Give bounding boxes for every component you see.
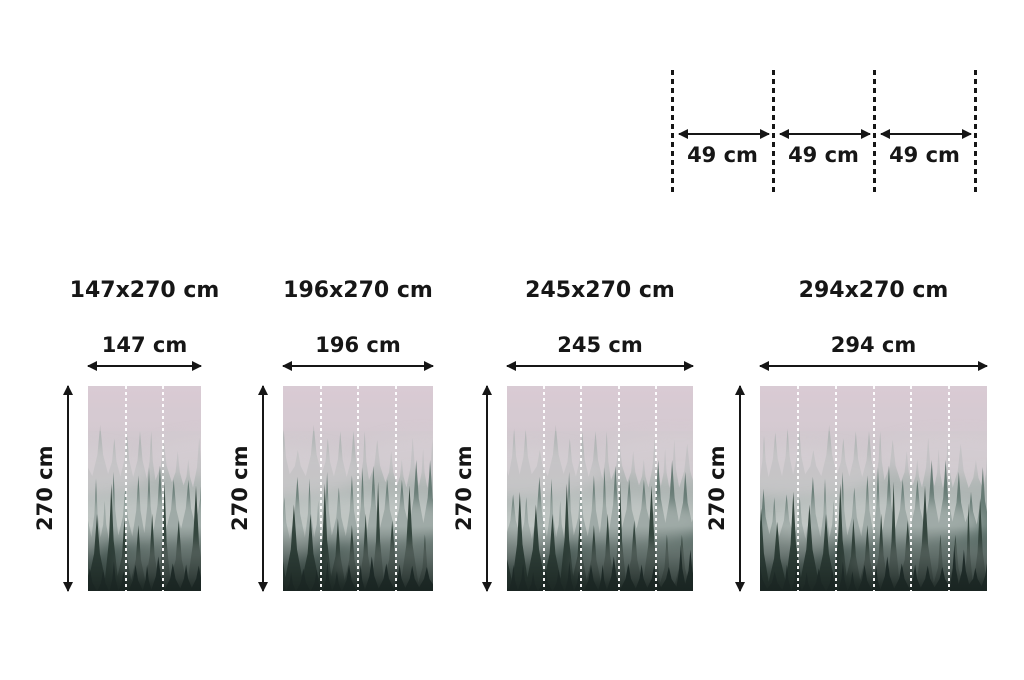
height-dimension-label: 270 cm [452,445,476,532]
size-option-245x270: 245x270 cm 245 cm 270 cm [452,276,694,592]
panel-split-line [394,386,397,591]
panel-split-line [948,386,951,591]
width-dimension-arrow [506,361,694,371]
wallpaper-preview-image [88,386,201,591]
wallpaper-preview-image [760,386,987,591]
panel-cut-line [671,70,674,196]
height-dimension-label: 270 cm [705,445,729,532]
foggy-forest-image [507,386,693,591]
size-title: 245x270 cm [525,278,675,303]
panel-split-line [872,386,875,591]
panel-width-diagram: 49 cm 49 cm 49 cm [660,70,990,200]
panel-split-line [796,386,799,591]
height-dimension-arrow [482,385,492,592]
panel-split-line [834,386,837,591]
size-title: 147x270 cm [69,278,220,303]
height-dimension-arrow [735,385,745,592]
panel-split-lines [507,386,693,591]
width-dimension-label: 245 cm [557,333,643,357]
panel-cut-line [772,70,775,196]
panel-cut-line [974,70,977,196]
size-option-196x270: 196x270 cm 196 cm 270 cm [228,276,434,592]
panel-split-line [543,386,546,591]
wallpaper-preview-image [283,386,433,591]
panel-width-label: 49 cm [889,143,960,167]
size-option-294x270: 294x270 cm 294 cm 270 cm [705,276,988,592]
width-dimension-label: 147 cm [101,333,188,357]
height-dimension-arrow [63,385,73,592]
height-dimension-arrow [258,385,268,592]
panel-split-line [124,386,127,591]
panel-width-arrow [678,129,770,139]
panel-width-arrow [880,129,972,139]
width-dimension-arrow [759,361,988,371]
panel-split-line [357,386,359,591]
panel-width-arrow [779,129,871,139]
width-dimension-label: 196 cm [315,333,401,357]
panel-split-line [580,386,583,591]
panel-split-line [162,386,165,591]
panel-split-line [617,386,620,591]
panel-split-lines [760,386,987,591]
size-title: 196x270 cm [283,278,433,303]
panel-split-line [654,386,657,591]
panel-split-line [910,386,913,591]
panel-split-lines [88,386,201,591]
height-dimension-label: 270 cm [228,445,252,532]
width-dimension-arrow [87,361,202,371]
foggy-forest-image [88,386,201,591]
wallpaper-preview-image [507,386,693,591]
panel-split-lines [283,386,433,591]
panel-split-line [319,386,322,591]
width-dimension-label: 294 cm [830,333,917,357]
width-dimension-arrow [282,361,434,371]
height-dimension-label: 270 cm [33,445,57,532]
panel-width-label: 49 cm [788,143,859,167]
size-title: 294x270 cm [798,278,949,303]
panel-width-label: 49 cm [687,143,758,167]
size-option-147x270: 147x270 cm 147 cm 270 cm [33,276,219,592]
panel-cut-line [873,70,876,196]
